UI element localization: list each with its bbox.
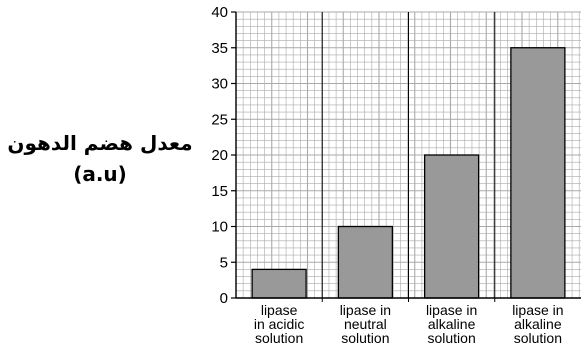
y-tick-label: 10 [211, 219, 228, 236]
bar [251, 268, 307, 299]
bar [423, 154, 480, 299]
x-category-label: lipase in [426, 302, 477, 318]
y-tick-label: 25 [211, 111, 228, 128]
y-tick-label: 40 [211, 4, 228, 21]
y-tick-label: 20 [211, 147, 228, 164]
x-category-label: solution [341, 330, 389, 343]
x-category-label: in acidic [254, 316, 305, 332]
x-category-label: lipase in [340, 302, 391, 318]
x-category-label: lipase in [512, 302, 563, 318]
x-category-label: solution [427, 330, 475, 343]
y-tick-label: 5 [220, 254, 228, 271]
y-tick-label: 0 [220, 290, 228, 307]
y-axis-label-line2: (a.u) [73, 162, 127, 186]
y-axis-label: معدل هضم الدهون (a.u) [0, 128, 200, 190]
y-tick-label: 30 [211, 76, 228, 93]
x-category-label: lipase [261, 302, 298, 318]
x-category-label: solution [514, 330, 562, 343]
x-category-label: alkaline [514, 316, 562, 332]
y-tick-label: 35 [211, 40, 228, 57]
bar [337, 225, 394, 299]
x-category-label: neutral [344, 316, 387, 332]
bar [510, 47, 566, 299]
x-category-label: alkaline [428, 316, 476, 332]
y-tick-label: 15 [211, 183, 228, 200]
x-category-label: solution [255, 330, 303, 343]
y-axis-label-line1: معدل هضم الدهون [7, 131, 193, 155]
